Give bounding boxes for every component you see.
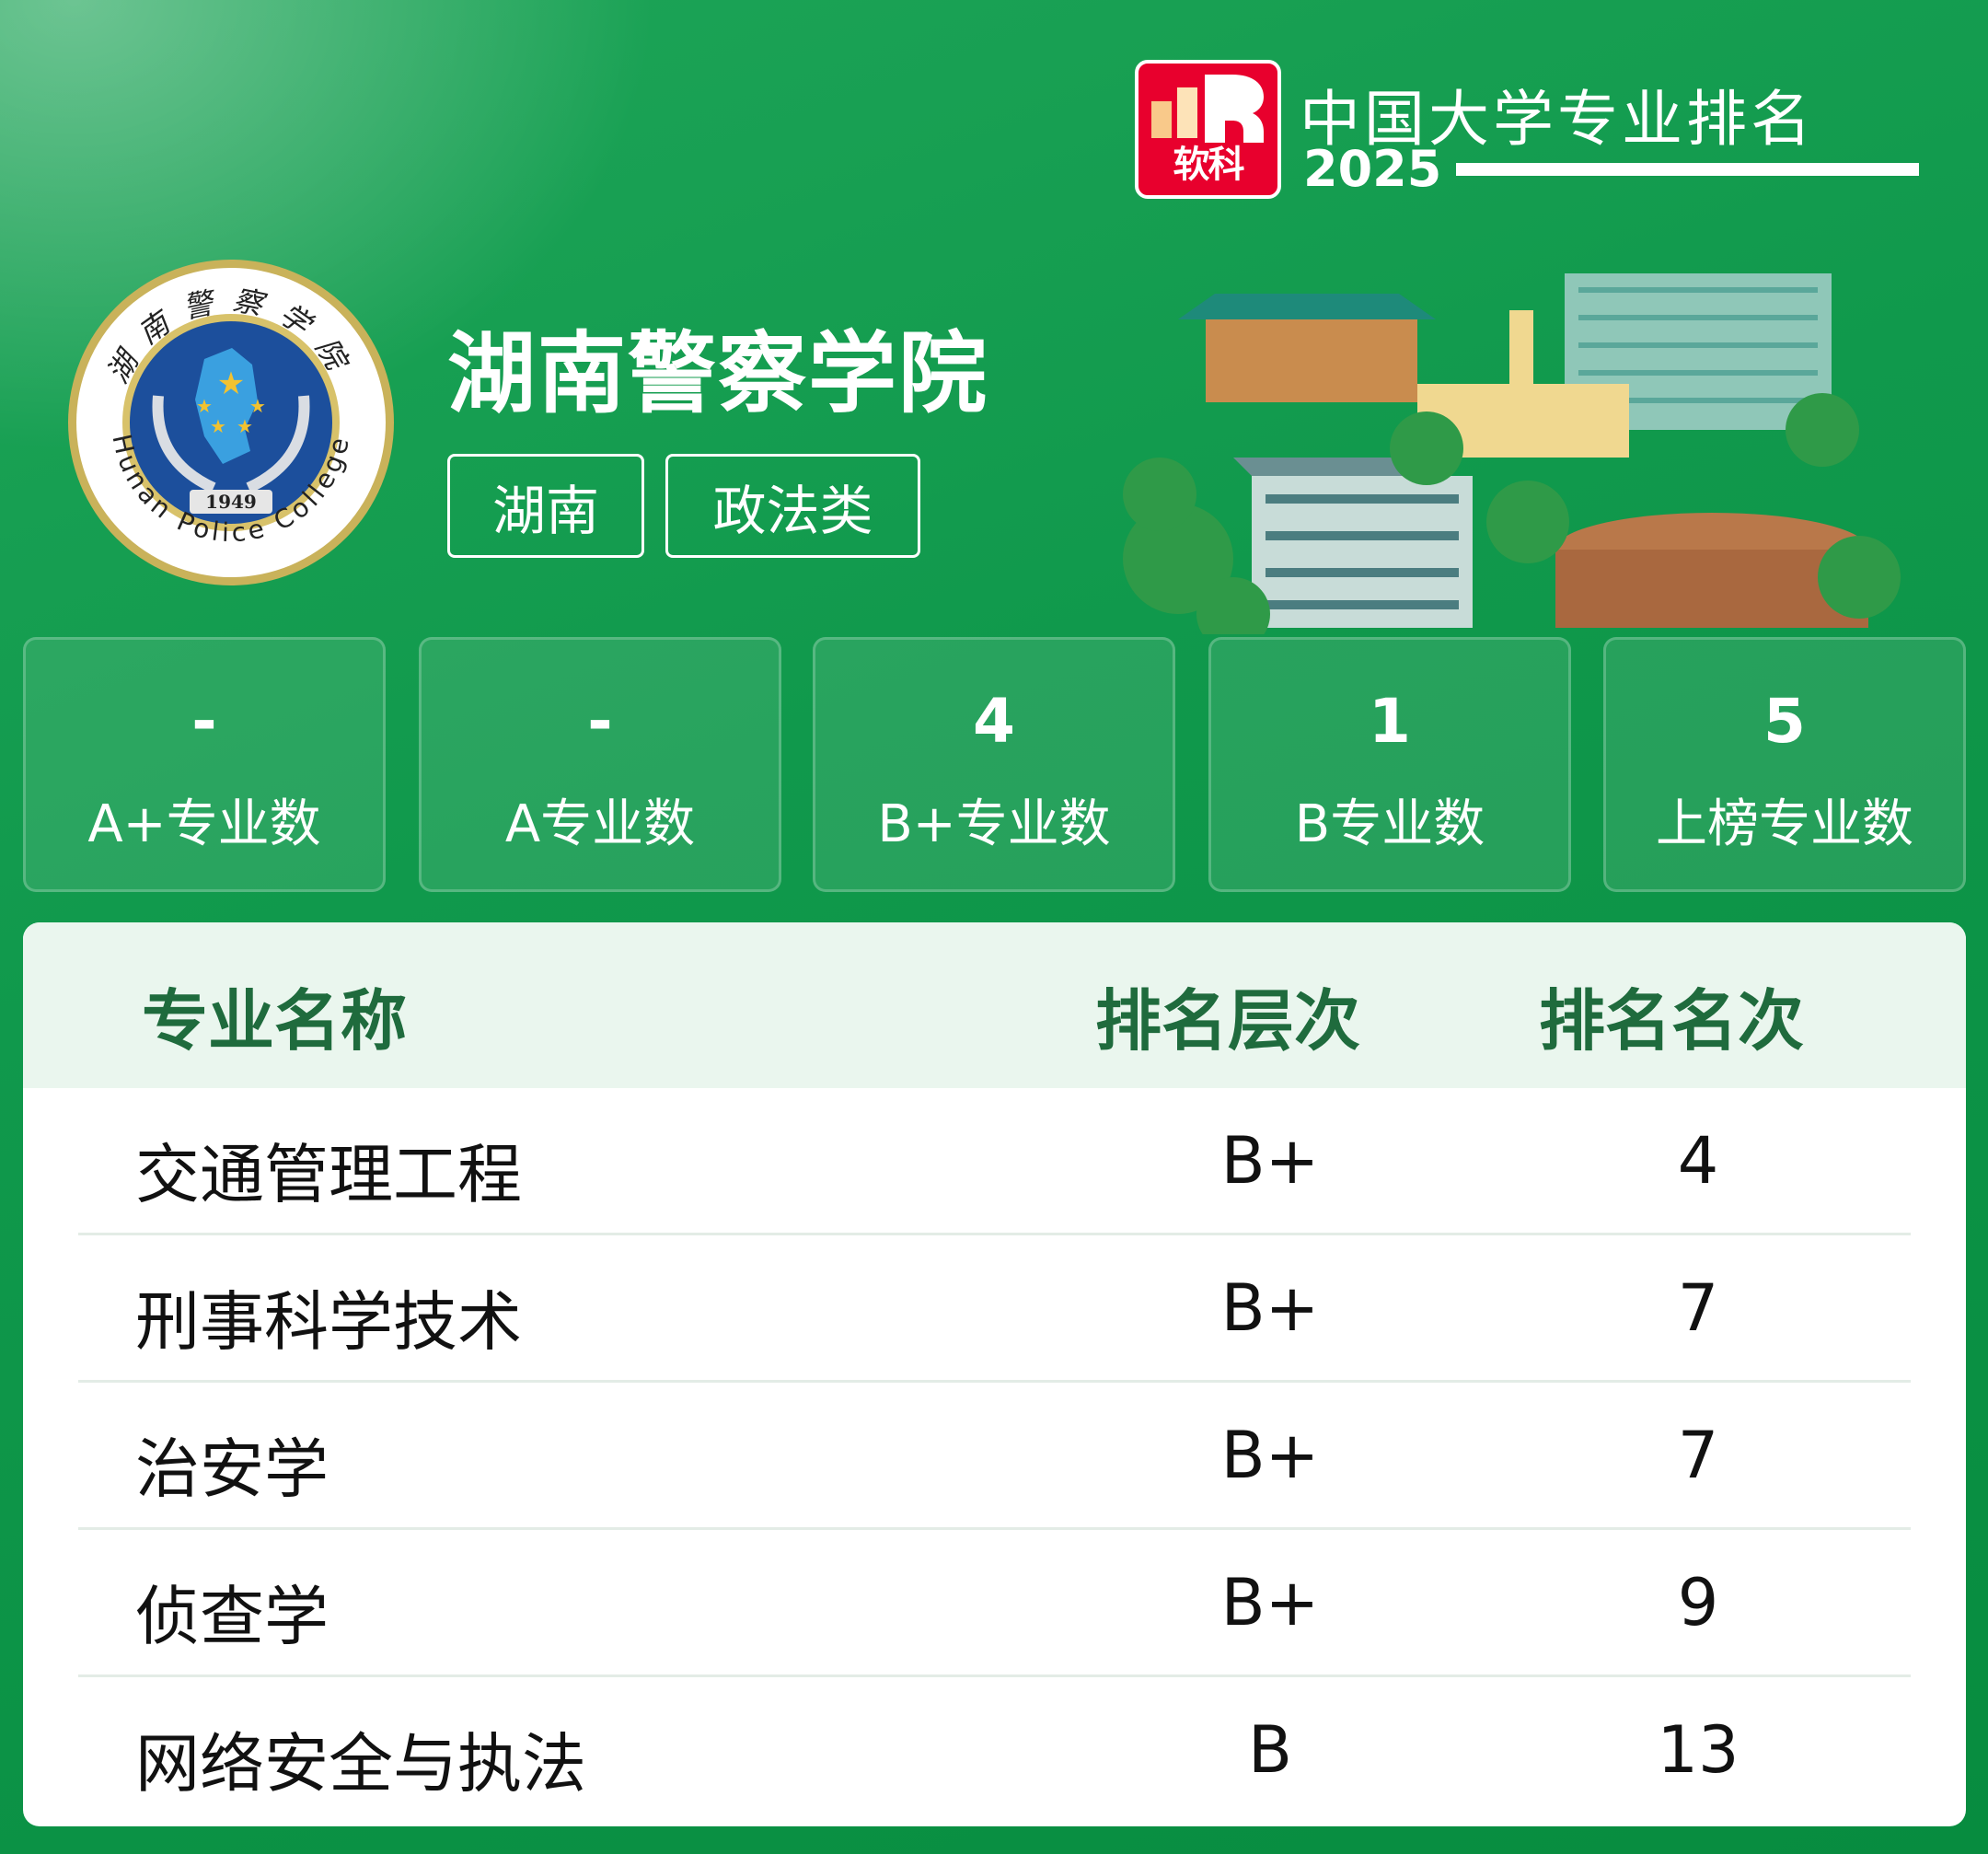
table-row: 交通管理工程 B+ 4 [78, 1088, 1911, 1235]
rank-position: 9 [1677, 1565, 1719, 1640]
stat-label: A+专业数 [87, 794, 321, 854]
rank-position: 4 [1677, 1123, 1719, 1199]
rank-level: B+ [1220, 1418, 1320, 1493]
rank-position: 13 [1657, 1712, 1740, 1788]
header-rank-level: 排名层次 [1095, 982, 1361, 1060]
ranking-title: 中国大学专业排名 [1300, 84, 1815, 155]
r-letter-icon [1205, 75, 1267, 143]
stat-value: - [191, 686, 217, 757]
brand-badge-text: 软科 [1173, 144, 1245, 186]
table-row: 侦查学 B+ 9 [78, 1530, 1911, 1677]
major-name: 刑事科学技术 [135, 1284, 522, 1360]
stat-value: - [587, 686, 613, 757]
seal-year: 1949 [205, 491, 257, 513]
rank-level: B [1247, 1712, 1293, 1788]
table-row: 网络安全与执法 B 13 [78, 1677, 1911, 1825]
stat-value: 4 [973, 686, 1015, 757]
university-name: 湖南警察学院 [447, 322, 988, 425]
table-header: 专业名称 排名层次 排名名次 [23, 922, 1966, 1088]
rank-position: 7 [1677, 1418, 1719, 1493]
rank-position: 7 [1677, 1270, 1719, 1346]
stat-label: 上榜专业数 [1656, 794, 1913, 854]
ruanke-logo: 软科 [1135, 60, 1281, 199]
stat-b-plus-count: 4 B+专业数 [813, 637, 1175, 892]
stat-value: 5 [1763, 686, 1806, 757]
table-row: 治安学 B+ 7 [78, 1383, 1911, 1530]
campus-buildings-illustration [1123, 273, 1901, 634]
stat-ranked-count: 5 上榜专业数 [1603, 637, 1966, 892]
stat-a-count: - A专业数 [419, 637, 781, 892]
university-seal: ★ ★ ★ ★ ★ 1949 Hunan Police College 湖南警察… [68, 260, 394, 585]
stat-value: 1 [1369, 686, 1411, 757]
svg-text:★: ★ [217, 365, 245, 402]
header-rank-position: 排名名次 [1539, 982, 1805, 1060]
ranking-year: 2025 [1303, 140, 1442, 198]
stat-a-plus-count: - A+专业数 [23, 637, 386, 892]
title-underline [1456, 163, 1919, 176]
major-name: 治安学 [135, 1431, 329, 1507]
rank-level: B+ [1220, 1270, 1320, 1346]
major-name: 网络安全与执法 [135, 1726, 586, 1802]
tag-region: 湖南 [447, 454, 644, 558]
table-row: 刑事科学技术 B+ 7 [78, 1235, 1911, 1383]
header-major-name: 专业名称 [142, 982, 408, 1060]
svg-text:★: ★ [210, 415, 226, 437]
svg-text:★: ★ [196, 395, 213, 417]
svg-text:★: ★ [237, 415, 253, 437]
rank-level: B+ [1220, 1123, 1320, 1199]
stat-b-count: 1 B专业数 [1208, 637, 1571, 892]
tag-category: 政法类 [665, 454, 920, 558]
stat-label: B+专业数 [877, 794, 1111, 854]
stat-label: A专业数 [504, 794, 696, 854]
major-name: 侦查学 [135, 1579, 329, 1654]
stat-label: B专业数 [1294, 794, 1485, 854]
svg-text:★: ★ [249, 395, 266, 417]
major-name: 交通管理工程 [135, 1137, 522, 1212]
major-ranking-table: 专业名称 排名层次 排名名次 交通管理工程 B+ 4 刑事科学技术 B+ 7 治安学 B+… [23, 922, 1966, 1826]
rank-level: B+ [1220, 1565, 1320, 1640]
